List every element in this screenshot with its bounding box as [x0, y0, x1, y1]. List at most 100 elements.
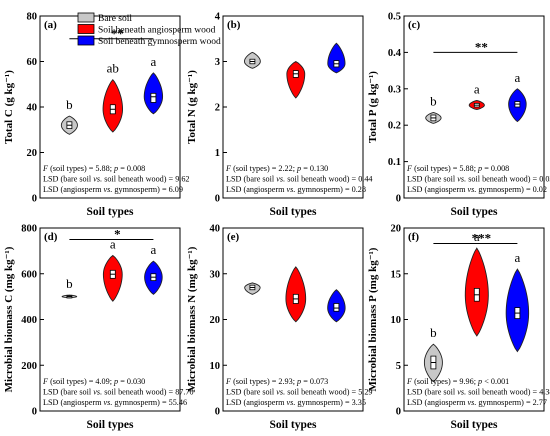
y-tick-label: 60: [27, 57, 38, 68]
y-axis-label: Microbial biomass C (mg kg⁻¹): [3, 246, 15, 392]
panel-label: (f): [408, 231, 419, 243]
stats-fragment: = 0.008: [118, 164, 145, 173]
stats-fragment: vs.: [287, 398, 296, 407]
stats-fragment: p: [477, 377, 482, 386]
y-tick-label: 15: [391, 269, 402, 280]
stats-fragment: (soil types) = 9.96;: [412, 377, 478, 386]
stats-fragment: LSD (angiosperm: [226, 185, 287, 194]
group-letter: a: [110, 236, 116, 251]
group-letter: b: [430, 325, 437, 340]
stats-line: LSD (bare soil vs. soil beneath wood) = …: [226, 175, 373, 184]
x-axis-label: Soil types: [87, 206, 134, 218]
legend-label: Soil beneath gymnosperm wood: [98, 37, 221, 47]
stats-fragment: gymnosperm) = 0.28: [295, 185, 366, 194]
stats-line: F (soil types) = 2.22; p = 0.130: [225, 164, 328, 173]
stats-fragment: F: [42, 377, 49, 386]
stats-fragment: = 0.008: [482, 164, 509, 173]
panel-label: (b): [227, 19, 241, 31]
stats-fragment: = 0.130: [301, 164, 328, 173]
y-tick-label: 20: [391, 224, 402, 235]
stats-line: LSD (bare soil vs. soil beneath wood) = …: [407, 175, 550, 184]
y-tick-label: 40: [210, 224, 221, 235]
stats-line: LSD (angiosperm vs. gymnosperm) = 6.09: [43, 185, 183, 194]
group-letter: b: [66, 276, 73, 291]
legend-swatch: [77, 35, 95, 46]
y-tick-label: 800: [21, 224, 37, 235]
stats-fragment: vs.: [468, 398, 477, 407]
stats-fragment: soil beneath wood) = 0.44: [285, 175, 372, 184]
stats-line: LSD (bare soil vs. soil beneath wood) = …: [43, 388, 194, 397]
stats-fragment: gymnosperm) = 3.35: [295, 398, 366, 407]
stats-line: F (soil types) = 5.88; p = 0.008: [406, 164, 509, 173]
stats-fragment: LSD (bare soil: [407, 175, 457, 184]
stats-line: F (soil types) = 5.88; p = 0.008: [42, 164, 145, 173]
y-tick-label: 0.3: [388, 84, 401, 95]
stats-fragment: F: [406, 164, 413, 173]
stats-fragment: LSD (angiosperm: [407, 398, 468, 407]
y-tick-label: 10: [391, 315, 402, 326]
panel-label: (e): [227, 231, 240, 243]
y-axis-label: Microbial biomass N (mg kg⁻¹): [186, 246, 198, 392]
panel-label: (a): [44, 19, 57, 31]
panel-label: (d): [44, 231, 58, 243]
stats-fragment: LSD (bare soil: [407, 388, 457, 397]
stats-fragment: gymnosperm) = 2.77: [476, 398, 547, 407]
stats-fragment: vs.: [104, 398, 113, 407]
stats-fragment: LSD (angiosperm: [43, 185, 104, 194]
group-letter: a: [151, 242, 157, 257]
group-letter: a: [151, 54, 157, 69]
y-tick-label: 0: [32, 407, 37, 418]
stats-fragment: F: [225, 164, 232, 173]
x-axis-label: Soil types: [87, 419, 134, 431]
legend-label: Bare soil: [98, 14, 132, 24]
panel-1: 0 1 2 3 4 (b) Total N (g kg⁻¹) Soil types F (soi…: [186, 12, 373, 219]
stats-line: LSD (bare soil vs. soil beneath wood) = …: [43, 175, 190, 184]
y-tick-label: 4: [215, 12, 221, 23]
panel-5: 0 5 10 15 20 (f) Microbial biomass P (mg kg⁻¹)…: [367, 224, 550, 432]
stats-fragment: p: [477, 164, 482, 173]
stats-fragment: LSD (angiosperm: [43, 398, 104, 407]
stats-fragment: gymnosperm) = 6.09: [112, 185, 183, 194]
stats-fragment: p: [296, 377, 301, 386]
stats-fragment: soil beneath wood) = 0.03: [466, 175, 550, 184]
stats-fragment: vs.: [457, 175, 466, 184]
stats-fragment: (soil types) = 5.88;: [412, 164, 478, 173]
legend-swatch: [77, 24, 95, 34]
x-axis-label: Soil types: [270, 419, 317, 431]
y-tick-label: 30: [210, 269, 221, 280]
y-axis-label: Total P (g kg⁻¹): [367, 71, 379, 143]
y-tick-label: 0: [396, 407, 401, 418]
stats-fragment: (soil types) = 5.88;: [48, 164, 114, 173]
y-tick-label: 2: [215, 103, 220, 114]
stats-fragment: (soil types) = 4.09;: [48, 377, 114, 386]
y-axis-label: Total N (g kg⁻¹): [186, 70, 198, 144]
stats-line: LSD (angiosperm vs. gymnosperm) = 0.02: [407, 185, 547, 194]
y-tick-label: 5: [396, 361, 401, 372]
panel-2: 0 0.1 0.2 0.3 0.4 0.5 (c) Total P (g kg⁻¹) Soil …: [367, 12, 550, 219]
y-tick-label: 0: [32, 194, 37, 205]
y-tick-label: 400: [21, 315, 37, 326]
violin-gymno: [327, 42, 346, 74]
stats-fragment: LSD (angiosperm: [407, 185, 468, 194]
stats-fragment: F: [42, 164, 49, 173]
y-tick-label: 20: [27, 148, 38, 159]
y-tick-label: 600: [21, 269, 37, 280]
y-tick-label: 3: [215, 57, 220, 68]
stats-line: F (soil types) = 4.09; p = 0.030: [42, 377, 145, 386]
stats-fragment: soil beneath wood) = 5.29: [285, 388, 372, 397]
y-tick-label: 0.2: [388, 121, 401, 132]
stats-fragment: vs.: [276, 388, 285, 397]
legend-swatch: [77, 12, 95, 23]
y-tick-label: 0.5: [388, 12, 401, 23]
stats-fragment: vs.: [457, 388, 466, 397]
stats-line: LSD (angiosperm vs. gymnosperm) = 55.46: [43, 398, 187, 407]
x-axis-label: Soil types: [451, 206, 498, 218]
stats-fragment: vs.: [93, 388, 102, 397]
stats-fragment: < 0.001: [482, 377, 509, 386]
stats-fragment: p: [296, 164, 301, 173]
group-letter: b: [66, 97, 73, 112]
panel-label: (c): [408, 19, 421, 31]
stats-line: LSD (bare soil vs. soil beneath wood) = …: [407, 388, 550, 397]
y-tick-label: 1: [215, 148, 220, 159]
